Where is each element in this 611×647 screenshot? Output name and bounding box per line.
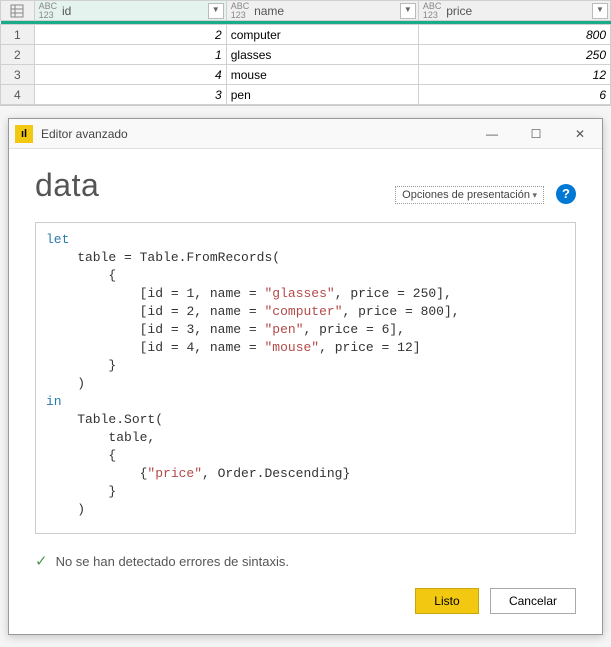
advanced-editor-window: ıl Editor avanzado — ☐ ✕ data Opciones d… [8,118,603,635]
window-buttons: — ☐ ✕ [470,119,602,149]
row-number-header[interactable] [1,1,35,21]
col-header-price[interactable]: ABC123 price ▼ [418,1,610,21]
table-row[interactable]: 3 4 mouse 12 [1,65,611,85]
cell-name[interactable]: glasses [226,45,418,65]
header-row: ABC123 id ▼ ABC123 name ▼ ABC123 price ▼ [1,1,611,21]
cell-id[interactable]: 1 [34,45,226,65]
cell-price[interactable]: 12 [418,65,610,85]
cell-price[interactable]: 800 [418,25,610,45]
checkmark-icon: ✓ [35,552,48,570]
presentation-options-dropdown[interactable]: Opciones de presentación [395,186,544,204]
cell-name[interactable]: mouse [226,65,418,85]
close-button[interactable]: ✕ [558,119,602,149]
type-icon: ABC123 [423,2,443,20]
help-icon[interactable]: ? [556,184,576,204]
col-name: price [446,4,472,18]
table-row[interactable]: 1 2 computer 800 [1,25,611,45]
cell-id[interactable]: 3 [34,85,226,105]
chevron-down-icon[interactable]: ▼ [592,3,608,19]
table-row[interactable]: 4 3 pen 6 [1,85,611,105]
table-body: 1 2 computer 800 2 1 glasses 250 3 4 mou… [1,25,611,105]
col-name: id [62,4,71,18]
window-title: Editor avanzado [41,127,470,141]
syntax-status: ✓ No se han detectado errores de sintaxi… [9,544,602,588]
cancel-button[interactable]: Cancelar [490,588,576,614]
chevron-down-icon[interactable]: ▼ [400,3,416,19]
row-number: 1 [1,25,35,45]
col-header-id[interactable]: ABC123 id ▼ [34,1,226,21]
code-editor[interactable]: let table = Table.FromRecords( { [id = 1… [35,222,576,534]
col-header-name[interactable]: ABC123 name ▼ [226,1,418,21]
row-number: 4 [1,85,35,105]
row-number: 2 [1,45,35,65]
dialog-buttons: Listo Cancelar [9,588,602,634]
type-icon: ABC123 [39,2,59,20]
query-name-heading: data [35,167,395,204]
chevron-down-icon[interactable]: ▼ [208,3,224,19]
row-number: 3 [1,65,35,85]
cell-id[interactable]: 4 [34,65,226,85]
done-button[interactable]: Listo [415,588,478,614]
cell-name[interactable]: computer [226,25,418,45]
status-text: No se han detectado errores de sintaxis. [56,554,289,569]
col-name: name [254,4,284,18]
type-icon: ABC123 [231,2,251,20]
cell-name[interactable]: pen [226,85,418,105]
cell-price[interactable]: 250 [418,45,610,65]
table-row[interactable]: 2 1 glasses 250 [1,45,611,65]
editor-header: data Opciones de presentación ? [9,149,602,212]
data-grid: ABC123 id ▼ ABC123 name ▼ ABC123 price ▼… [0,0,611,106]
app-icon: ıl [15,125,33,143]
data-table: ABC123 id ▼ ABC123 name ▼ ABC123 price ▼… [0,0,611,105]
cell-id[interactable]: 2 [34,25,226,45]
minimize-button[interactable]: — [470,119,514,149]
titlebar[interactable]: ıl Editor avanzado — ☐ ✕ [9,119,602,149]
maximize-button[interactable]: ☐ [514,119,558,149]
cell-price[interactable]: 6 [418,85,610,105]
